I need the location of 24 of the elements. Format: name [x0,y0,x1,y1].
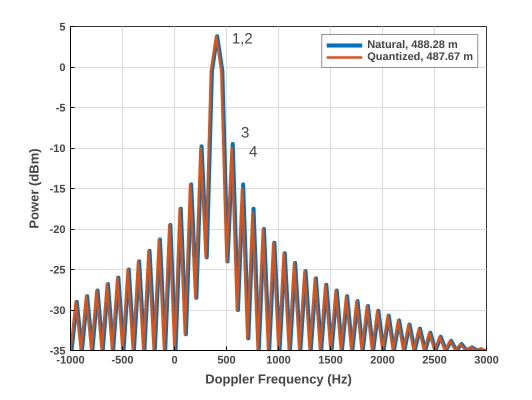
y-tick-label: -5 [56,102,66,114]
x-tick-label: 1000 [266,354,291,366]
y-tick-label: -30 [50,305,66,317]
x-tick-label: 2000 [370,354,395,366]
x-tick-label: 2500 [422,354,447,366]
x-tick-label: -1000 [56,354,85,366]
y-tick-label: 5 [59,22,66,34]
y-tick-label: -20 [50,224,66,236]
y-axis-title: Power (dBm) [26,148,42,229]
annotation: 3 [241,124,250,142]
y-tick-label: -10 [50,143,66,155]
annotation: 1,2 [232,30,253,48]
y-tick-label: 0 [59,62,66,74]
legend-label: Quantized, 487.67 m [367,51,473,63]
x-tick-label: 1500 [318,354,343,366]
y-tick-label: -25 [50,264,66,276]
x-tick-label: -500 [111,354,134,366]
x-axis-title: Doppler Frequency (Hz) [205,372,352,386]
x-tick-label: 500 [217,354,236,366]
x-tick-label: 0 [171,354,178,366]
x-tick-label: 3000 [474,354,499,366]
y-tick-label: -15 [50,184,66,196]
annotation: 4 [248,144,258,161]
legend-label: Natural, 488.28 m [367,39,458,51]
